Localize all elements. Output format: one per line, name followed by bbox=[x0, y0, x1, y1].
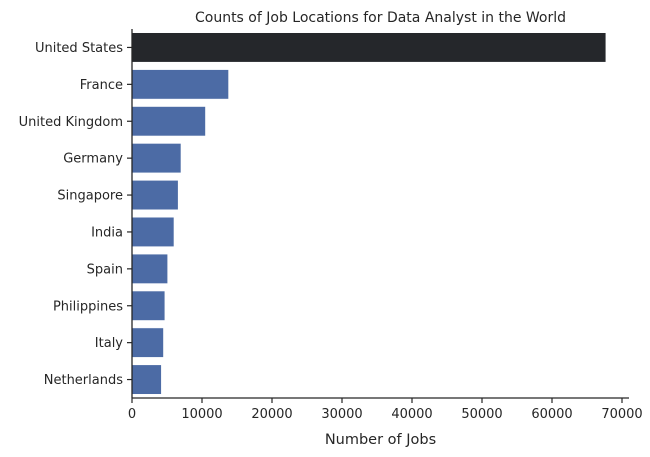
y-tick-label: Germany bbox=[63, 152, 123, 167]
y-tick-label: Netherlands bbox=[44, 373, 123, 388]
x-tick-label: 70000 bbox=[601, 407, 642, 422]
y-tick-label: Spain bbox=[87, 262, 123, 277]
y-tick-label: Italy bbox=[95, 336, 124, 351]
x-tick-label: 50000 bbox=[461, 407, 502, 422]
y-tick-label: United Kingdom bbox=[19, 115, 123, 130]
bar bbox=[131, 143, 182, 174]
chart-title: Counts of Job Locations for Data Analyst… bbox=[195, 10, 566, 26]
y-tick-label: United States bbox=[35, 41, 123, 56]
x-axis-label: Number of Jobs bbox=[325, 432, 436, 448]
x-tick-label: 60000 bbox=[531, 407, 572, 422]
x-tick-label: 10000 bbox=[181, 407, 222, 422]
bar bbox=[131, 364, 162, 395]
bar bbox=[131, 179, 179, 211]
x-axis: 0 10000 20000 30000 40000 50000 60000 70000 bbox=[128, 397, 643, 422]
y-axis: United States France United Kingdom Germany… bbox=[19, 29, 133, 398]
x-tick-label: 0 bbox=[128, 407, 136, 422]
x-tick-label: 40000 bbox=[391, 407, 432, 422]
bars bbox=[131, 32, 607, 395]
bar bbox=[131, 216, 175, 248]
x-tick-label: 20000 bbox=[251, 407, 292, 422]
bar bbox=[131, 327, 164, 358]
bar bbox=[131, 32, 607, 63]
bar bbox=[131, 290, 166, 321]
y-tick-label: Philippines bbox=[53, 299, 123, 314]
bar bbox=[131, 253, 169, 284]
x-tick-label: 30000 bbox=[321, 407, 362, 422]
bar bbox=[131, 69, 229, 100]
y-tick-label: India bbox=[91, 225, 123, 240]
y-tick-label: France bbox=[80, 78, 123, 93]
bar bbox=[131, 106, 206, 137]
y-tick-label: Singapore bbox=[57, 189, 123, 204]
